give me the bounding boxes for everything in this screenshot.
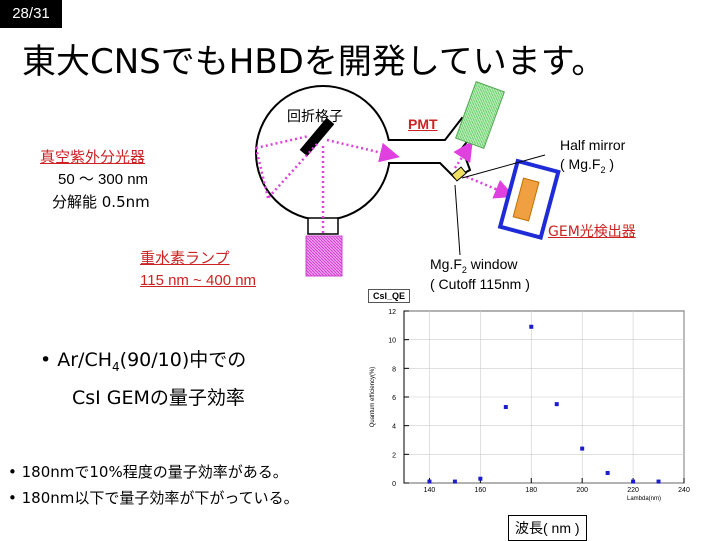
note-bullet-1: • 180nmで10%程度の量子効率がある。 bbox=[8, 463, 288, 481]
half-mirror-label: Half mirror bbox=[560, 137, 626, 153]
y-tick-label: 8 bbox=[392, 366, 396, 373]
data-point bbox=[529, 324, 534, 329]
beam-left bbox=[254, 147, 270, 199]
pmt bbox=[455, 81, 505, 149]
x-axis-label: Lambda(nm) bbox=[627, 496, 661, 502]
data-point bbox=[503, 405, 508, 410]
lamp-range-label: 115 nm ~ 400 nm bbox=[140, 272, 257, 289]
gas-bullet-line2: CsI GEMの量子効率 bbox=[72, 387, 245, 409]
y-tick-label: 10 bbox=[388, 338, 396, 345]
data-point bbox=[427, 479, 432, 484]
data-point bbox=[452, 479, 457, 484]
data-point bbox=[656, 479, 661, 484]
range-label: 50 ～ 300 nm bbox=[58, 171, 149, 188]
grating-label: 回折格子 bbox=[287, 109, 343, 125]
data-point bbox=[631, 479, 636, 484]
resolution-label: 分解能 0.5nm bbox=[52, 193, 150, 211]
beam-gem bbox=[461, 173, 515, 199]
half-mirror-material: ( Mg.F2 ) bbox=[560, 156, 615, 175]
data-point bbox=[554, 402, 559, 407]
deuterium-lamp bbox=[305, 235, 343, 277]
data-point bbox=[580, 446, 585, 451]
beam-lower bbox=[267, 143, 318, 199]
slide-number: 28/31 bbox=[0, 0, 62, 28]
x-tick-label: 240 bbox=[678, 487, 690, 494]
pmt-label: PMT bbox=[408, 116, 438, 132]
wavelength-caption: 波長( nm ) bbox=[508, 515, 587, 541]
note-bullet-2: • 180nm以下で量子効率が下がっている。 bbox=[8, 489, 299, 507]
spectrometer-label: 真空紫外分光器 bbox=[40, 148, 146, 166]
grating bbox=[299, 117, 335, 157]
y-tick-label: 0 bbox=[392, 481, 396, 488]
y-tick-label: 4 bbox=[392, 424, 396, 431]
lamp-label: 重水素ランプ bbox=[140, 249, 230, 267]
gem-detector bbox=[497, 158, 561, 241]
beam-out bbox=[326, 138, 400, 163]
x-tick-label: 180 bbox=[525, 487, 537, 494]
x-tick-label: 220 bbox=[627, 487, 639, 494]
window-label: Mg.F2 window bbox=[430, 256, 518, 275]
y-axis-label: Quantum efficiency(%) bbox=[370, 367, 376, 428]
half-mirror-leader bbox=[461, 154, 546, 179]
x-tick-label: 140 bbox=[424, 487, 436, 494]
gas-bullet: • Ar/CH4(90/10)中での bbox=[40, 349, 247, 374]
y-tick-label: 2 bbox=[392, 452, 396, 459]
chart-title: CsI_QE bbox=[368, 289, 411, 303]
cutoff-label: ( Cutoff 115nm ) bbox=[430, 276, 530, 292]
data-point bbox=[478, 476, 483, 481]
data-point bbox=[605, 470, 610, 475]
window-leader bbox=[454, 184, 461, 256]
y-tick-label: 6 bbox=[392, 395, 396, 402]
slide-title: 東大CNSでもHBDを開発しています。 bbox=[22, 42, 606, 82]
x-tick-label: 160 bbox=[475, 487, 487, 494]
x-tick-label: 200 bbox=[576, 487, 588, 494]
gem-label: GEM光検出器 bbox=[548, 224, 636, 240]
qe-chart: 0 2 4 6 8 10 12 140 160 180 200 220 240 Lambda(nm) Qua… bbox=[370, 309, 690, 502]
y-tick-label: 12 bbox=[388, 309, 396, 316]
half-mirror bbox=[451, 166, 467, 182]
